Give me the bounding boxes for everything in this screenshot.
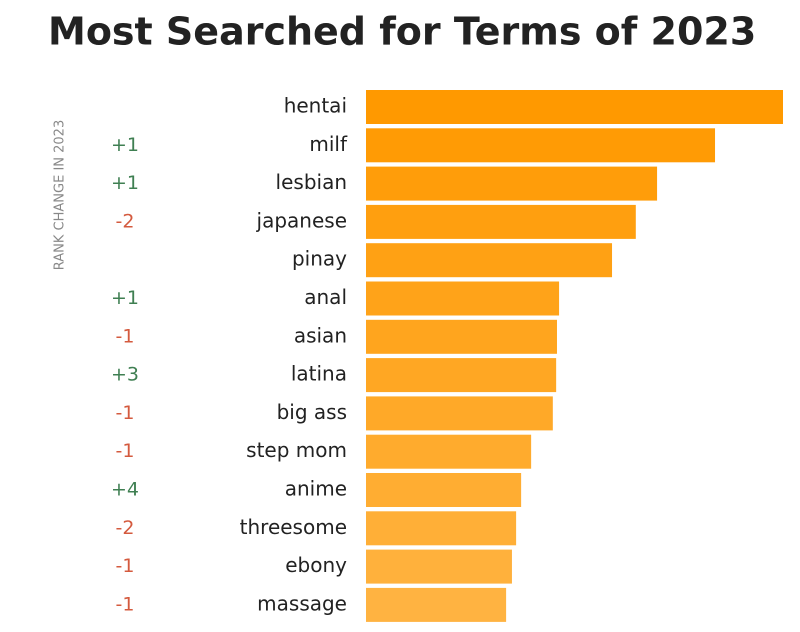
chart-title: Most Searched for Terms of 2023 (48, 10, 756, 54)
rank-change: -2 (116, 517, 135, 539)
bar (366, 128, 716, 163)
bar (366, 473, 522, 507)
rank-change: -1 (116, 402, 135, 424)
rank-change: +4 (111, 479, 139, 501)
bar (366, 281, 560, 316)
category-label: hentai (284, 94, 347, 118)
bar (366, 511, 517, 546)
bar (366, 90, 783, 124)
rank-change: -1 (116, 440, 135, 462)
bar (366, 434, 532, 469)
category-label: threesome (240, 515, 347, 539)
category-label: milf (309, 132, 348, 156)
category-label: asian (294, 323, 347, 347)
category-label: anime (285, 477, 347, 501)
bar (366, 166, 658, 201)
category-label: anal (304, 285, 347, 309)
bar (366, 587, 507, 622)
rank-change: -1 (116, 593, 135, 615)
category-label: pinay (292, 247, 347, 271)
rank-change: -2 (116, 210, 135, 232)
category-label: latina (291, 362, 347, 386)
rank-change: +1 (111, 287, 139, 309)
category-label: step mom (246, 438, 347, 462)
rank-change-label: RANK CHANGE IN 2023 (53, 120, 68, 270)
bar (366, 204, 636, 239)
rank-change: -1 (116, 325, 135, 347)
rank-change: +3 (111, 364, 139, 386)
rank-change: +1 (111, 134, 139, 156)
bar (366, 319, 557, 354)
category-label: japanese (256, 208, 347, 232)
category-label: big ass (277, 400, 347, 424)
category-label: massage (257, 591, 347, 615)
bar (366, 358, 557, 393)
bar (366, 396, 553, 431)
category-label: lesbian (276, 170, 347, 194)
category-label: ebony (285, 553, 347, 577)
rank-change: -1 (116, 555, 135, 577)
bar (366, 243, 613, 278)
rank-change: +1 (111, 172, 139, 194)
bar (366, 549, 512, 584)
